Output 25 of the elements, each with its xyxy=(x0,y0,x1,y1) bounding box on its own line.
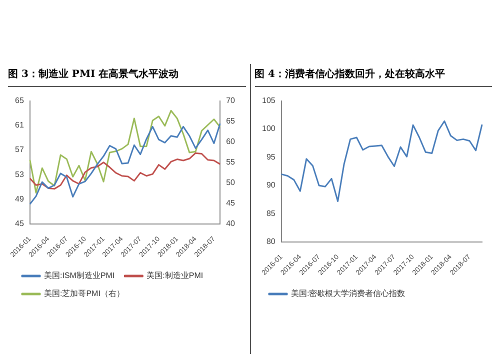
chart-title: 图 3：制造业 PMI 在高景气水平波动 xyxy=(8,64,246,87)
y-tick-label: 100 xyxy=(261,124,276,134)
y-tick-label: 80 xyxy=(266,237,276,246)
y-tick-label: 90 xyxy=(266,180,276,190)
y2-tick-label: 55 xyxy=(226,158,236,167)
y2-tick-label: 40 xyxy=(226,219,236,228)
y-tick-label: 57 xyxy=(14,145,24,154)
y-tick-label: 45 xyxy=(14,219,24,228)
y2-tick-label: 70 xyxy=(226,96,236,106)
legend-label: 美国:芝加哥PMI（右） xyxy=(44,289,124,298)
y2-tick-label: 65 xyxy=(226,116,236,126)
chart-title: 图 4：消费者信心指数回升，处在较高水平 xyxy=(254,64,492,87)
y2-tick-label: 50 xyxy=(226,178,236,188)
y-tick-label: 49 xyxy=(14,194,24,204)
legend-label: 美国:密歇根大学消费者信心指数 xyxy=(290,289,405,298)
y-tick-label: 85 xyxy=(266,208,276,218)
y-tick-label: 61 xyxy=(14,120,24,130)
legend-label: 美国:ISM制造业PMI xyxy=(44,271,115,280)
y-tick-label: 65 xyxy=(14,96,24,106)
y2-tick-label: 60 xyxy=(226,137,236,146)
legend-label: 美国:制造业PMI xyxy=(146,271,204,280)
y-tick-label: 53 xyxy=(14,170,24,179)
y2-tick-label: 45 xyxy=(226,198,236,208)
y-tick-label: 95 xyxy=(266,152,276,162)
y-tick-label: 105 xyxy=(261,96,276,106)
